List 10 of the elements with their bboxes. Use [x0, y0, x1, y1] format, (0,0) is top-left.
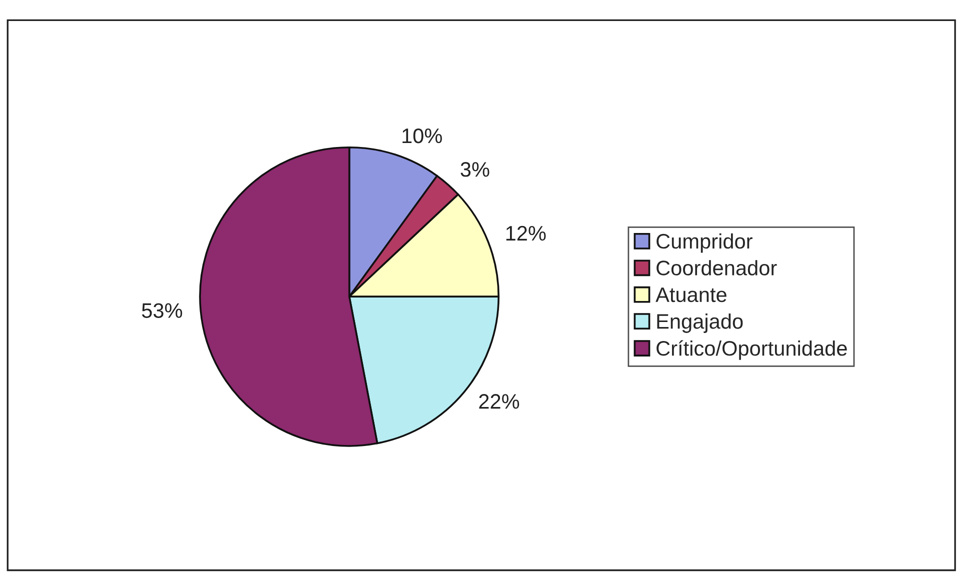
- legend-label: Engajado: [657, 314, 743, 333]
- data-label: 22%: [479, 394, 520, 409]
- legend-label: Cumpridor: [656, 233, 752, 253]
- legend-label: Coordenador: [656, 260, 777, 276]
- data-label: 53%: [142, 303, 182, 318]
- data-label: 12%: [506, 226, 546, 241]
- legend-label: Atuante: [656, 288, 726, 302]
- legend-label: Crítico/Oportunidade: [656, 340, 847, 360]
- data-label: 10%: [402, 128, 442, 144]
- data-label: 3%: [460, 162, 490, 177]
